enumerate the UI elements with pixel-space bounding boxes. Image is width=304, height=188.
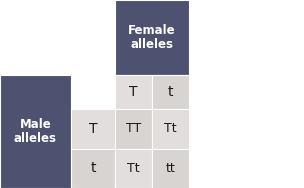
Bar [115,75,152,109]
Bar [0,75,71,188]
Text: Tt: Tt [164,123,177,136]
Text: TT: TT [126,123,141,136]
Bar [71,109,115,149]
Text: t: t [90,161,96,176]
Text: tt: tt [166,162,175,175]
Bar [115,149,152,188]
Text: Male
alleles: Male alleles [14,118,57,146]
Text: T: T [129,85,138,99]
Bar [152,109,189,149]
Text: Tt: Tt [127,162,140,175]
Text: T: T [89,122,97,136]
Text: t: t [168,85,173,99]
Bar [71,149,115,188]
Text: Female
alleles: Female alleles [128,24,176,52]
Bar [115,0,189,75]
Bar [152,75,189,109]
Bar [115,109,152,149]
Bar [152,149,189,188]
